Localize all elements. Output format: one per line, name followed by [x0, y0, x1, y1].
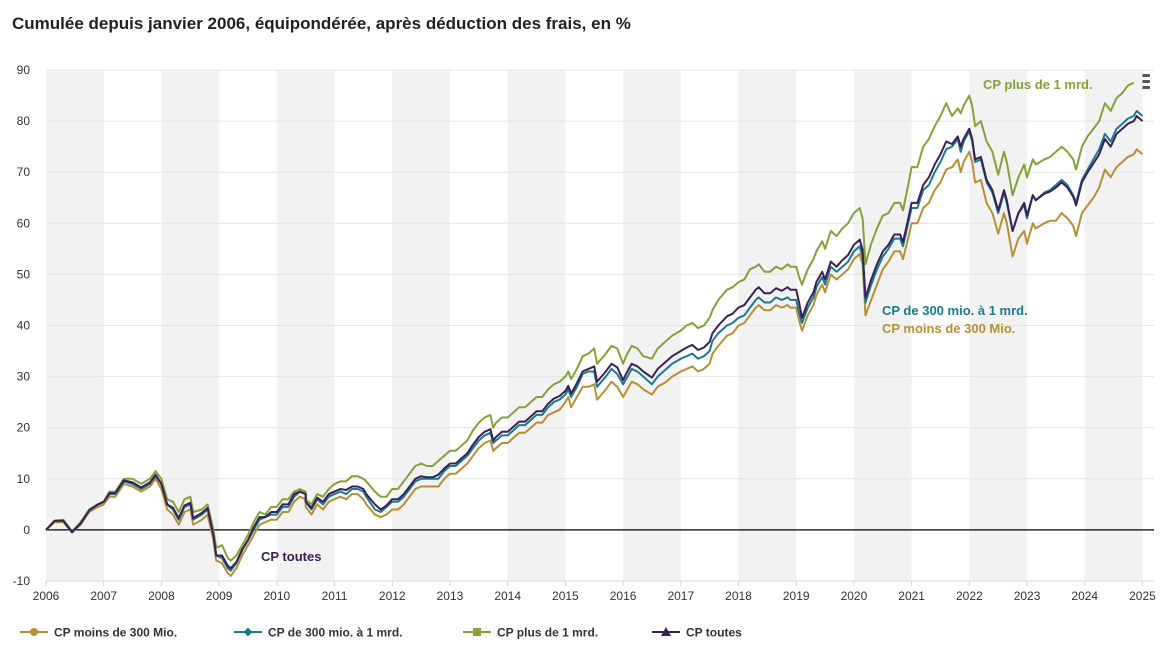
- x-tick-label: 2022: [956, 589, 983, 603]
- series-annotations: CP moins de 300 Mio. CP de 300 mio. à 1 m…: [261, 77, 1093, 564]
- series-line-large: [45, 81, 1135, 562]
- y-tick-label: 90: [17, 63, 31, 77]
- y-tick-label: 30: [17, 370, 31, 384]
- legend-marker-triangle: [661, 627, 671, 636]
- y-tick-label: 50: [17, 267, 31, 281]
- y-tick-label: 10: [17, 472, 31, 486]
- x-tick-label: 2021: [898, 589, 925, 603]
- x-tick-label: 2012: [379, 589, 406, 603]
- x-tick-label: 2025: [1129, 589, 1156, 603]
- y-tick-label: 40: [17, 319, 31, 333]
- series-lines: [45, 81, 1144, 577]
- series-label-all: CP toutes: [261, 549, 321, 564]
- x-tick-label: 2009: [206, 589, 233, 603]
- y-axis-tick-labels: -10 0 10 20 30 40 50 60 70 80 90: [13, 63, 31, 588]
- x-tick-label: 2006: [33, 589, 60, 603]
- series-label-large: CP plus de 1 mrd.: [983, 77, 1093, 92]
- legend-marker-circle: [30, 628, 38, 636]
- x-tick-label: 2019: [783, 589, 810, 603]
- x-tick-label: 2007: [90, 589, 117, 603]
- legend: CP moins de 300 Mio. CP de 300 mio. à 1 m…: [20, 626, 742, 640]
- legend-marker-diamond: [243, 627, 253, 637]
- x-axis-tick-labels: 2006 2007 2008 2009 2010 2011 2012 2013 2014 2015…: [33, 581, 1156, 603]
- y-tick-label: 60: [17, 216, 31, 230]
- x-tick-label: 2013: [437, 589, 464, 603]
- legend-item-all[interactable]: CP toutes: [686, 626, 742, 640]
- x-tick-label: 2011: [322, 589, 348, 603]
- y-tick-label: 20: [17, 421, 31, 435]
- x-tick-label: 2018: [725, 589, 752, 603]
- legend-item-small[interactable]: CP moins de 300 Mio.: [54, 626, 177, 640]
- series-label-small: CP moins de 300 Mio.: [882, 321, 1015, 336]
- x-tick-label: 2010: [263, 589, 290, 603]
- series-label-mid: CP de 300 mio. à 1 mrd.: [882, 303, 1028, 318]
- series-line-small: [45, 148, 1144, 577]
- legend-marker-square: [473, 628, 481, 636]
- x-tick-label: 2017: [667, 589, 694, 603]
- x-tick-label: 2008: [148, 589, 175, 603]
- chart-title: Cumulée depuis janvier 2006, équipondéré…: [12, 14, 631, 33]
- legend-item-mid[interactable]: CP de 300 mio. à 1 mrd.: [268, 626, 403, 640]
- series-line-all: [45, 115, 1144, 570]
- x-tick-label: 2015: [552, 589, 579, 603]
- x-tick-label: 2020: [841, 589, 868, 603]
- x-tick-label: 2024: [1071, 589, 1098, 603]
- x-tick-label: 2014: [494, 589, 521, 603]
- y-tick-label: -10: [13, 574, 31, 588]
- x-tick-label: 2016: [610, 589, 637, 603]
- y-tick-label: 70: [17, 165, 31, 179]
- x-tick-label: 2023: [1014, 589, 1041, 603]
- y-tick-label: 0: [23, 523, 30, 537]
- legend-item-large[interactable]: CP plus de 1 mrd.: [497, 626, 598, 640]
- y-tick-label: 80: [17, 114, 31, 128]
